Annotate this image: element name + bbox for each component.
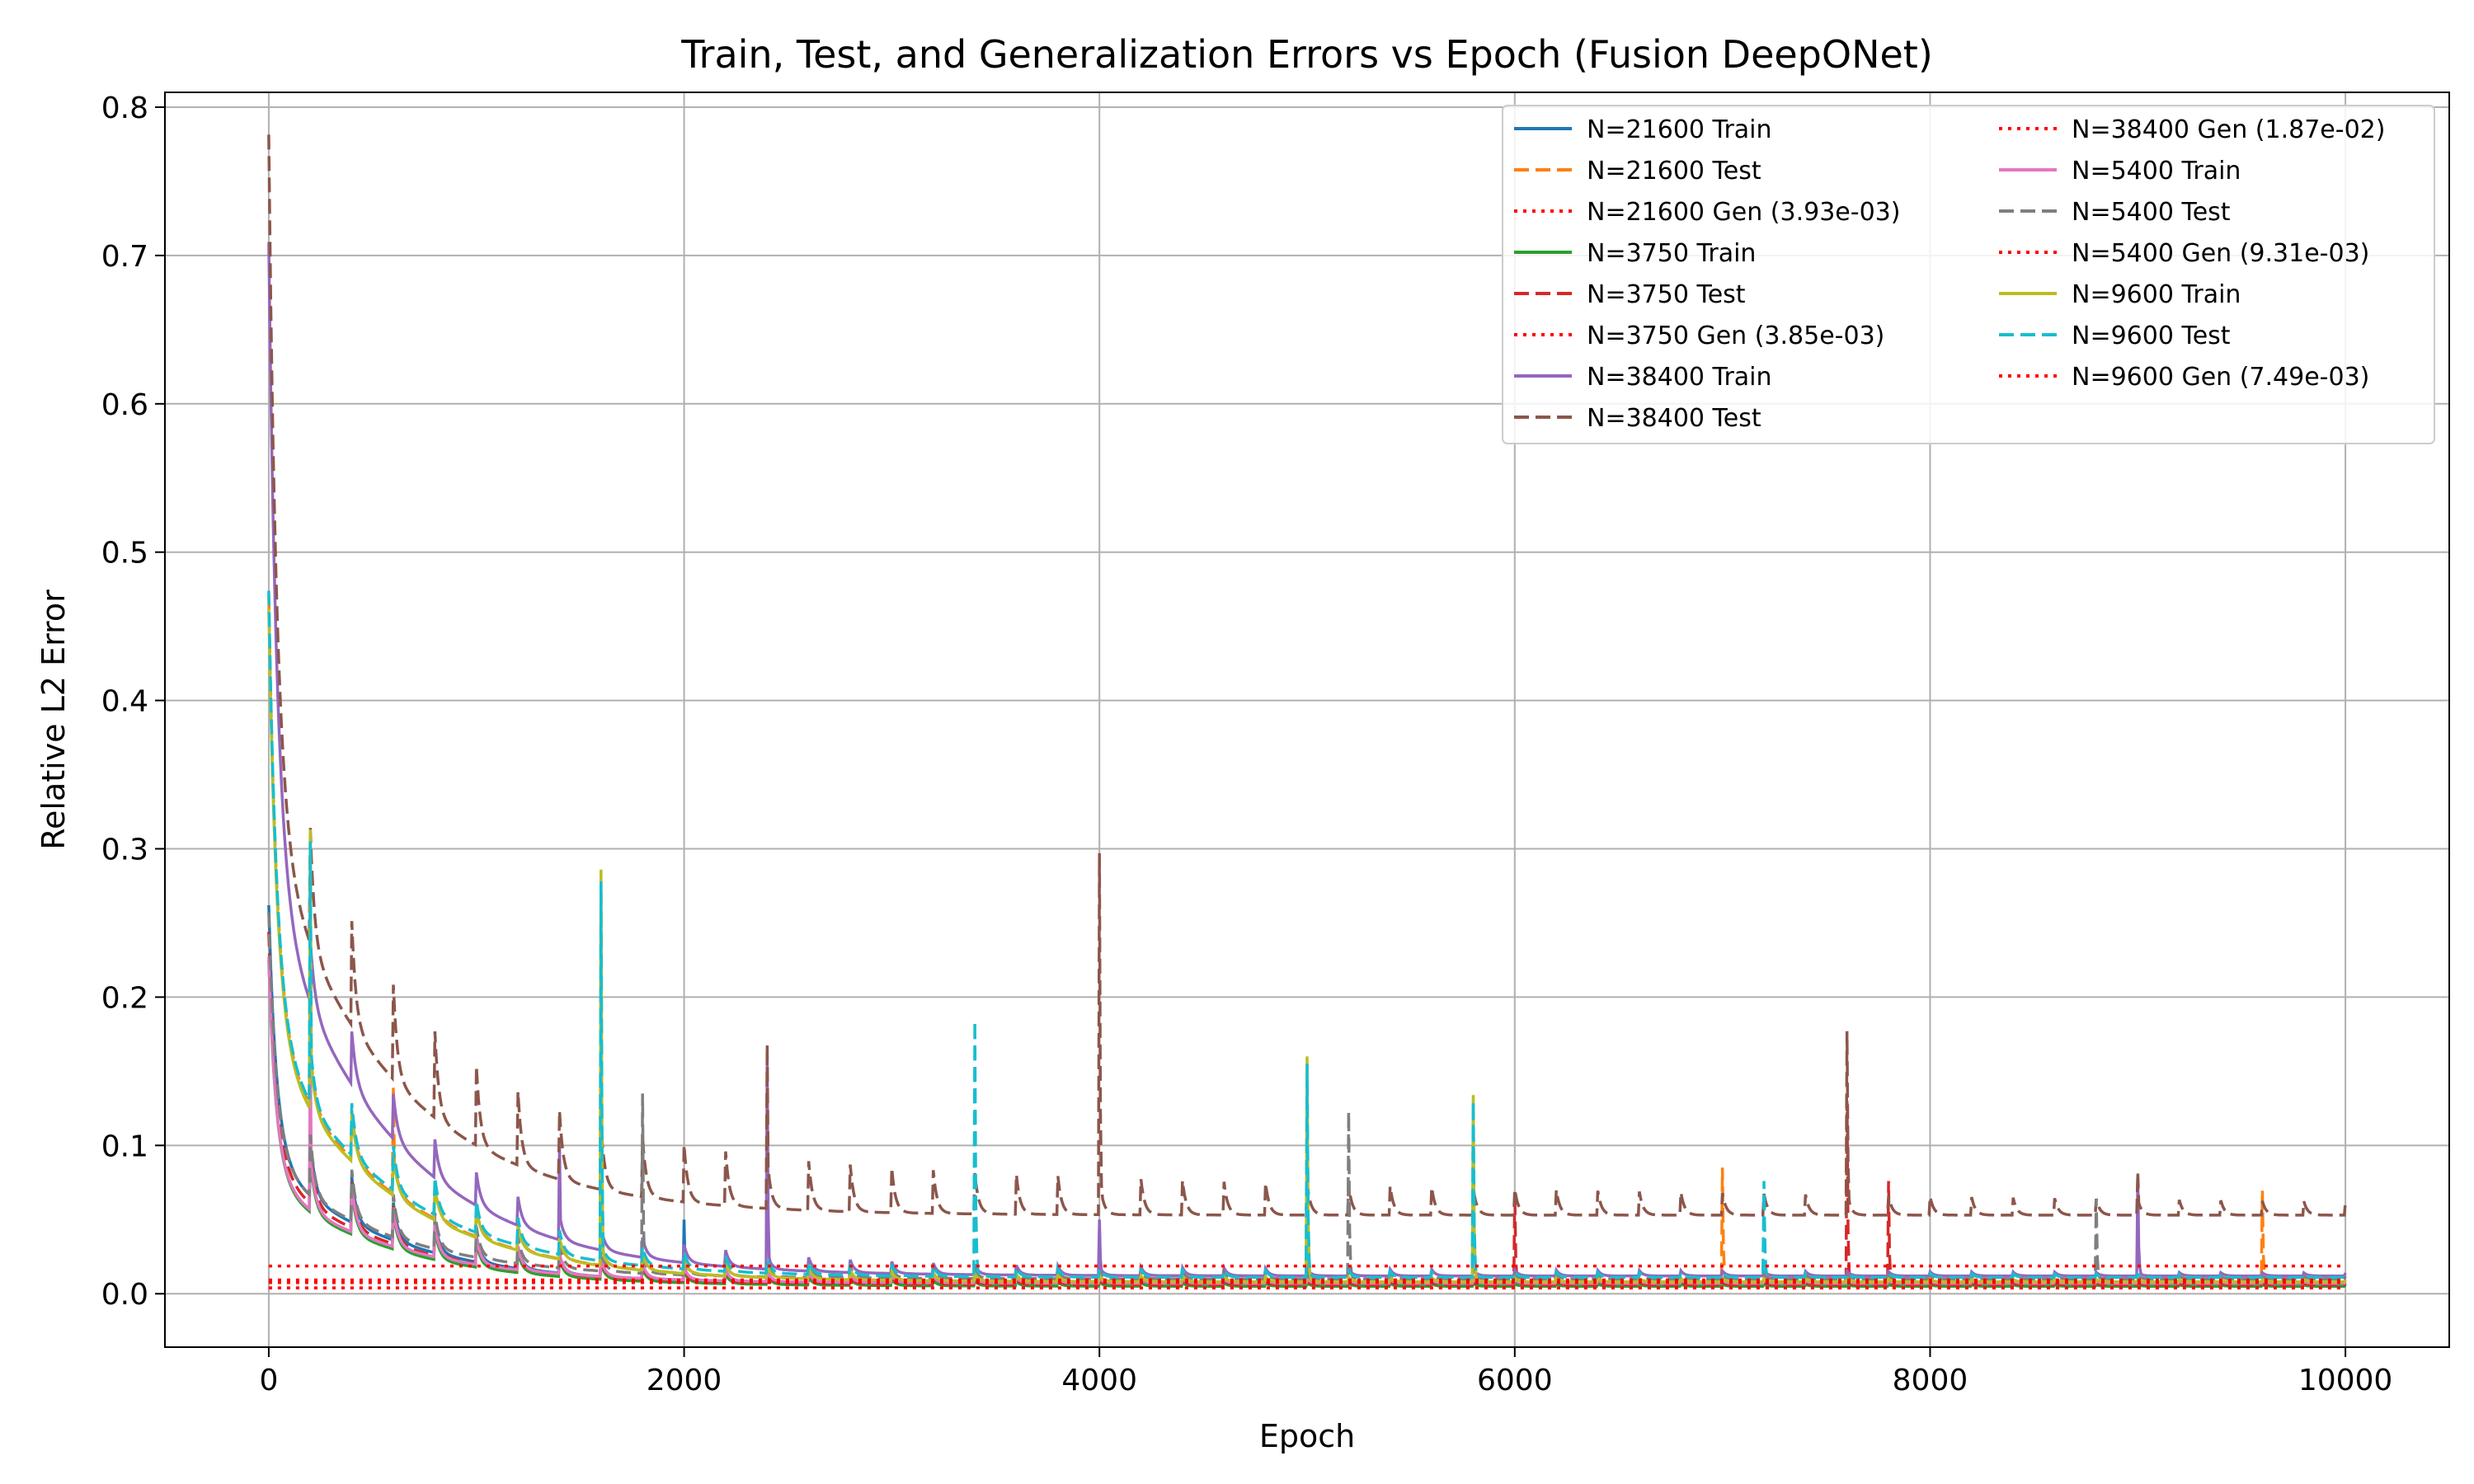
legend-entry-label: N=21600 Train (1587, 115, 1772, 144)
x-axis-label: Epoch (1259, 1418, 1355, 1454)
x-tick-label: 6000 (1477, 1364, 1553, 1397)
chart-title: Train, Test, and Generalization Errors v… (680, 32, 1933, 77)
y-tick-label: 0.7 (101, 240, 148, 274)
legend: N=21600 Train N=21600 Test N=21600 Gen (3.… (1502, 105, 2435, 444)
series-group (267, 134, 2347, 1290)
x-tick-label: 4000 (1061, 1364, 1137, 1397)
y-tick-label: 0.6 (101, 388, 148, 422)
grid (165, 92, 2449, 1347)
legend-entry-label: N=21600 Gen (3.93e-03) (1587, 198, 1900, 227)
legend-entry-label: N=38400 Test (1587, 404, 1761, 433)
legend-entry-label: N=5400 Train (2072, 157, 2241, 186)
axes-frame (164, 92, 2450, 1348)
x-tick-label: 10000 (2298, 1364, 2393, 1397)
y-tick-label: 0.3 (101, 834, 148, 867)
legend-entry-label: N=3750 Train (1587, 239, 1756, 268)
y-axis-label: Relative L2 Error (35, 589, 72, 850)
legend-entry-label: N=3750 Gen (3.85e-03) (1587, 322, 1884, 350)
series-line (267, 590, 2347, 1280)
legend-entry-label: N=3750 Test (1587, 280, 1746, 309)
legend-entry-label: N=9600 Gen (7.49e-03) (2072, 363, 2369, 392)
y-tick-label: 0.0 (101, 1278, 148, 1312)
x-tick-label: 0 (259, 1364, 278, 1397)
x-tick-label: 2000 (647, 1364, 722, 1397)
legend-entry-label: N=9600 Train (2072, 280, 2241, 309)
y-tick-label: 0.5 (101, 537, 148, 571)
y-tick-label: 0.8 (101, 92, 148, 125)
x-tick-label: 8000 (1893, 1364, 1968, 1397)
y-tick-label: 0.2 (101, 981, 148, 1015)
legend-box (1502, 105, 2435, 444)
legend-entry-label: N=9600 Test (2072, 322, 2231, 350)
legend-entry-label: N=38400 Train (1587, 363, 1772, 392)
legend-entry-label: N=5400 Test (2072, 198, 2231, 227)
y-tick-label: 0.4 (101, 685, 148, 719)
legend-entry-label: N=21600 Test (1587, 157, 1761, 186)
legend-entry-label: N=38400 Gen (1.87e-02) (2072, 115, 2385, 144)
legend-entry-label: N=5400 Gen (9.31e-03) (2072, 239, 2369, 268)
y-tick-label: 0.1 (101, 1129, 148, 1163)
ticks: 0 2000 4000 6000 8000 10000 0.0 0.1 0.2 0.3 0.4 0.5… (101, 92, 2393, 1397)
